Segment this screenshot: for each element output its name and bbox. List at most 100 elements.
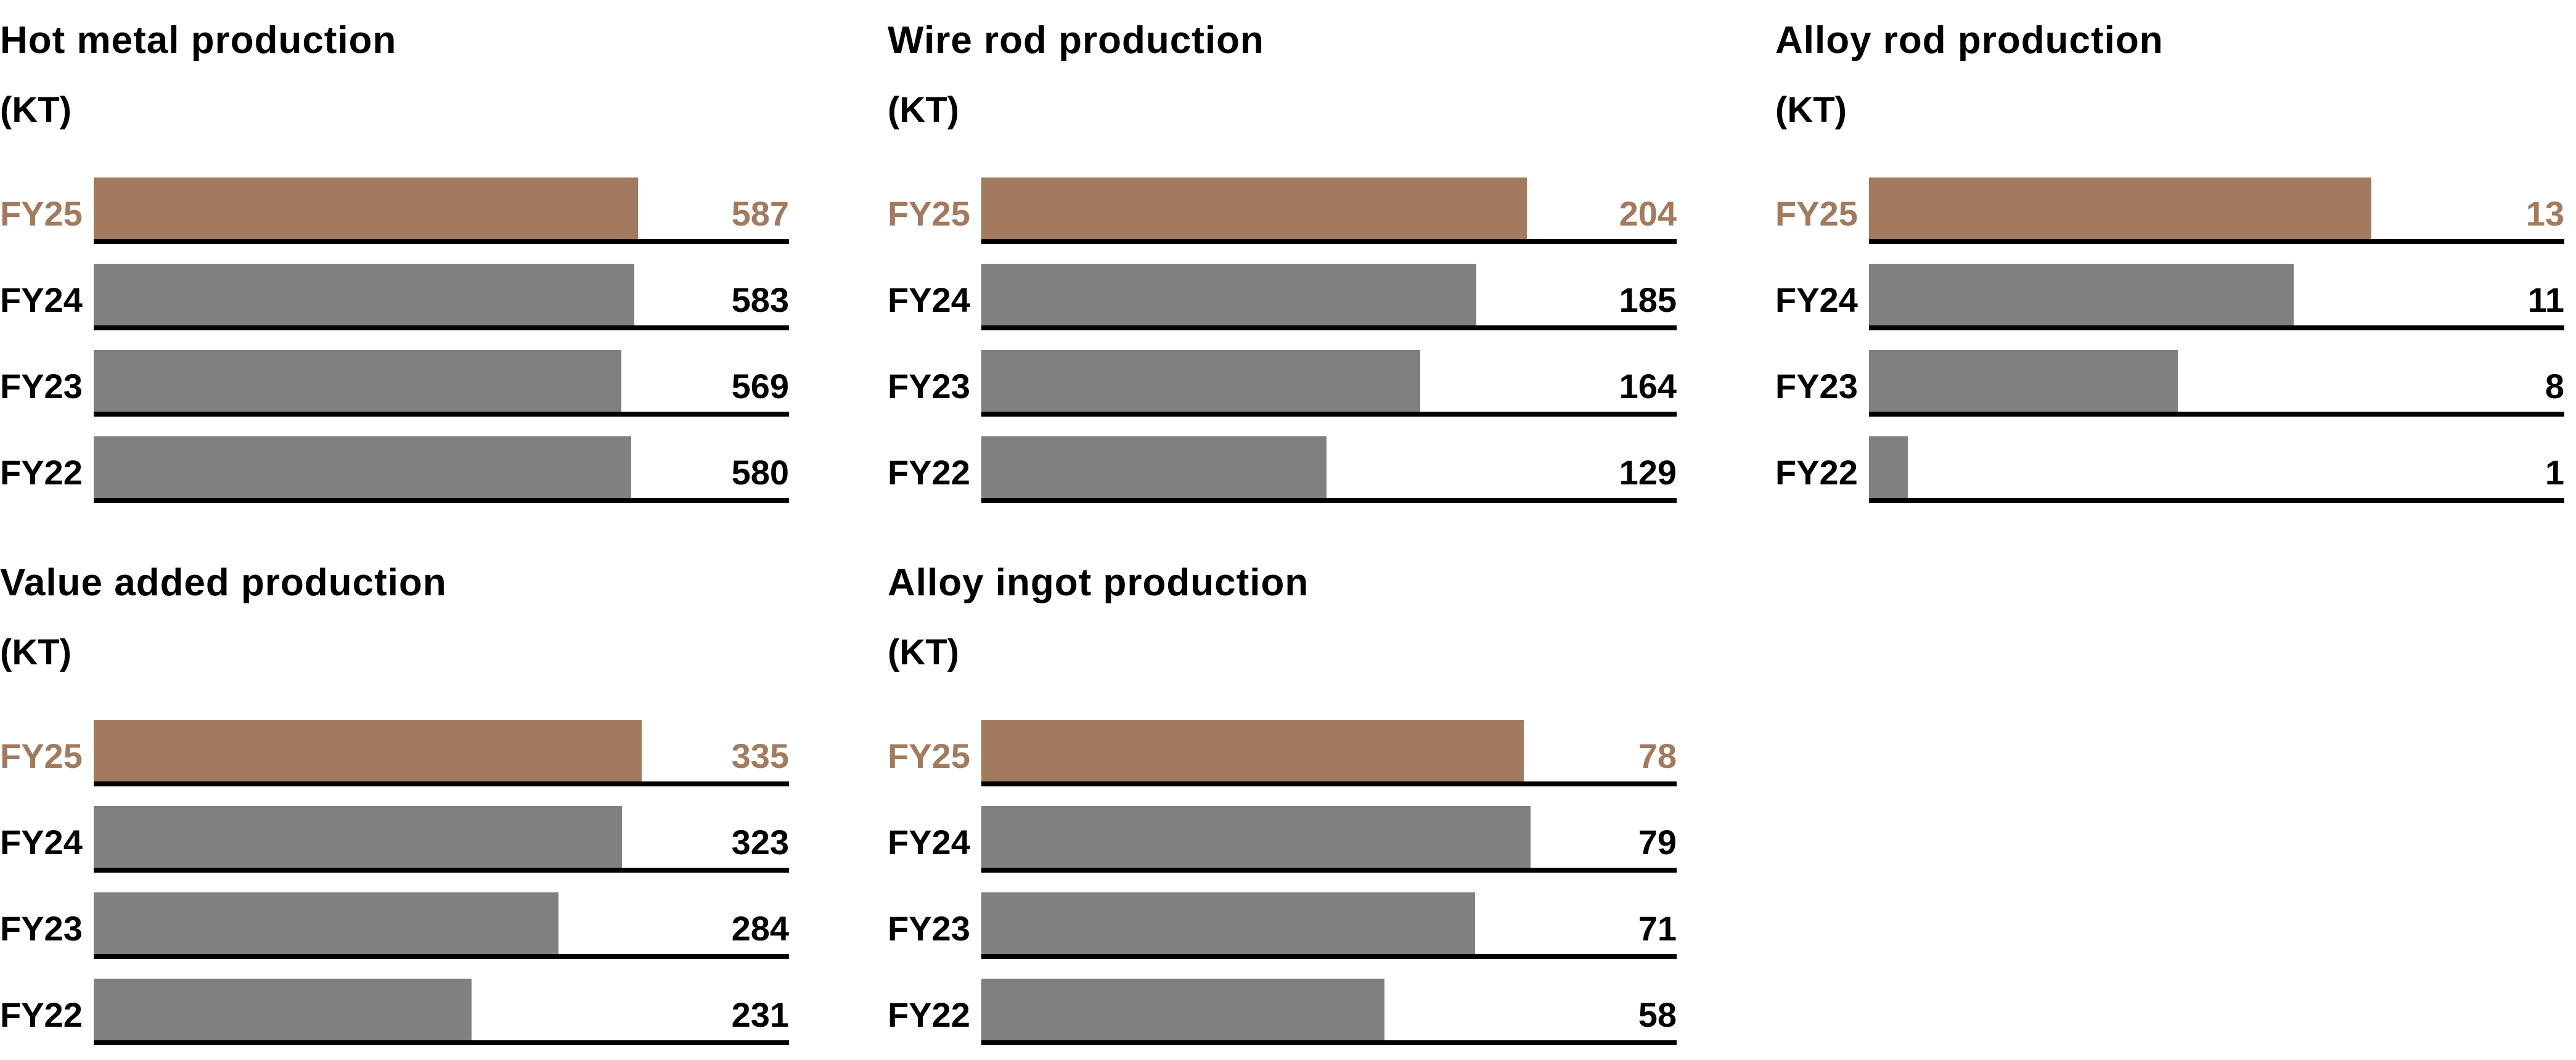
bar-track: 335 xyxy=(94,720,789,799)
bar-row: FY23 284 xyxy=(0,892,789,971)
bar-baseline xyxy=(94,239,789,244)
category-label: FY25 xyxy=(888,194,970,233)
bar-row: FY24 79 xyxy=(888,806,1677,885)
bar-baseline xyxy=(1869,325,2564,330)
bar xyxy=(94,806,622,868)
data-label: 1 xyxy=(2545,453,2564,492)
category-label: FY25 xyxy=(0,194,83,233)
bar-track: 13 xyxy=(1869,177,2564,256)
bar-track: 323 xyxy=(94,806,789,885)
bar-track: 11 xyxy=(1869,264,2564,343)
category-label: FY25 xyxy=(1775,194,1858,233)
bar-track: 78 xyxy=(981,720,1677,799)
bar-chart: Value added production (KT) FY25 335 FY24 323… xyxy=(0,542,808,1060)
category-label: FY22 xyxy=(888,995,970,1034)
data-label: 284 xyxy=(731,909,789,948)
bar xyxy=(94,264,634,325)
bar-row: FY24 323 xyxy=(0,806,789,885)
category-label: FY23 xyxy=(1775,367,1858,406)
bar-baseline xyxy=(981,498,1677,503)
bar-track: 204 xyxy=(981,177,1677,256)
bar xyxy=(981,979,1384,1040)
category-label: FY22 xyxy=(1775,453,1858,492)
bar-row: FY25 78 xyxy=(888,720,1677,799)
data-label: 204 xyxy=(1619,194,1677,233)
bar xyxy=(94,350,621,412)
data-label: 129 xyxy=(1619,453,1677,492)
bar-track: 8 xyxy=(1869,350,2564,429)
data-label: 231 xyxy=(731,995,789,1034)
data-label: 335 xyxy=(731,736,789,775)
bar xyxy=(94,720,642,781)
bar-row: FY25 587 xyxy=(0,177,789,256)
data-label: 78 xyxy=(1638,736,1677,775)
bar-row: FY24 583 xyxy=(0,264,789,343)
chart-unit: (KT) xyxy=(1775,90,1847,130)
bar-baseline xyxy=(981,239,1677,244)
bar-row: FY25 13 xyxy=(1775,177,2564,256)
bar-baseline xyxy=(94,868,789,873)
bar-baseline xyxy=(981,954,1677,959)
bar-track: 284 xyxy=(94,892,789,971)
data-label: 323 xyxy=(731,823,789,862)
data-label: 71 xyxy=(1638,909,1677,948)
bar-row: FY24 11 xyxy=(1775,264,2564,343)
category-label: FY22 xyxy=(888,453,970,492)
data-label: 185 xyxy=(1619,280,1677,319)
data-label: 79 xyxy=(1638,823,1677,862)
bar-track: 1 xyxy=(1869,436,2564,515)
category-label: FY23 xyxy=(0,367,83,406)
bar-row: FY25 204 xyxy=(888,177,1677,256)
data-label: 164 xyxy=(1619,367,1677,406)
chart-unit: (KT) xyxy=(0,632,72,672)
bar-track: 129 xyxy=(981,436,1677,515)
bar-chart: Alloy ingot production (KT) FY25 78 FY24 79 FY… xyxy=(888,542,1695,1060)
bar xyxy=(981,350,1420,412)
bar-track: 71 xyxy=(981,892,1677,971)
data-label: 13 xyxy=(2525,194,2564,233)
bar-track: 231 xyxy=(94,979,789,1058)
bar-track: 580 xyxy=(94,436,789,515)
bar xyxy=(94,436,631,498)
bar-baseline xyxy=(1869,239,2564,244)
bar xyxy=(981,720,1524,781)
data-label: 587 xyxy=(731,194,789,233)
bar xyxy=(981,892,1475,954)
bar-row: FY23 569 xyxy=(0,350,789,429)
bar xyxy=(94,892,558,954)
bar-row: FY22 1 xyxy=(1775,436,2564,515)
data-label: 583 xyxy=(731,280,789,319)
bar xyxy=(94,979,472,1040)
category-label: FY23 xyxy=(888,909,970,948)
chart-unit: (KT) xyxy=(888,632,959,672)
bar-baseline xyxy=(981,781,1677,786)
bar-baseline xyxy=(981,412,1677,417)
bar-row: FY22 58 xyxy=(888,979,1677,1058)
bar-track: 79 xyxy=(981,806,1677,885)
bar-track: 185 xyxy=(981,264,1677,343)
bar-baseline xyxy=(94,325,789,330)
bar-chart: Alloy rod production (KT) FY25 13 FY24 11 FY23… xyxy=(1775,0,2576,518)
bar-track: 164 xyxy=(981,350,1677,429)
chart-title: Wire rod production xyxy=(888,19,1264,62)
bar-row: FY23 164 xyxy=(888,350,1677,429)
category-label: FY23 xyxy=(888,367,970,406)
bar-row: FY23 71 xyxy=(888,892,1677,971)
category-label: FY23 xyxy=(0,909,83,948)
bar-baseline xyxy=(94,954,789,959)
bar xyxy=(981,436,1327,498)
category-label: FY24 xyxy=(888,823,970,862)
bar-row: FY22 580 xyxy=(0,436,789,515)
bar-baseline xyxy=(1869,412,2564,417)
bar-row: FY23 8 xyxy=(1775,350,2564,429)
chart-title: Alloy ingot production xyxy=(888,561,1309,604)
category-label: FY22 xyxy=(0,995,83,1034)
bar-track: 587 xyxy=(94,177,789,256)
bar-row: FY25 335 xyxy=(0,720,789,799)
bar-baseline xyxy=(94,1040,789,1045)
category-label: FY24 xyxy=(1775,280,1858,319)
bar-track: 583 xyxy=(94,264,789,343)
chart-unit: (KT) xyxy=(888,90,959,130)
category-label: FY25 xyxy=(888,736,970,775)
bar xyxy=(981,806,1531,868)
